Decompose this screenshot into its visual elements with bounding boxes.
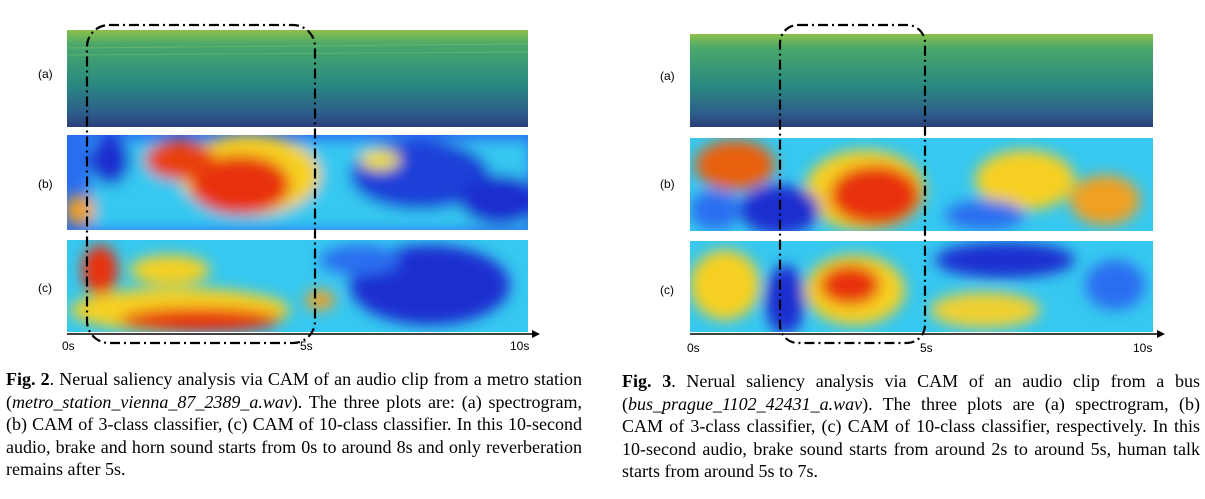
caption-body: ). The three plots are: (a) spectrogram,… (6, 391, 582, 480)
panel-label-a: (a) (38, 67, 53, 81)
caption-intro: . Nerual saliency analysis via CAM of an… (6, 369, 582, 412)
caption-label: Fig. 3 (622, 371, 672, 391)
figure-2-caption: Fig. 2. Nerual saliency analysis via CAM… (6, 368, 582, 481)
caption-intro: . Nerual saliency analysis via CAM of an… (622, 371, 1200, 414)
caption-body: ). The three plots are (a) spectrogram, … (622, 393, 1200, 482)
highlight-box (778, 23, 927, 345)
panel-label-c: (c) (660, 283, 674, 297)
figure-2-plot: (a) (b) (c) 0s 5s 10s (38, 23, 540, 353)
axis-tick-5s: 5s (920, 341, 933, 355)
caption-filename: bus_prague_1102_42431_a.wav (628, 393, 863, 414)
axis-tick-5s: 5s (300, 339, 313, 353)
caption-filename: metro_station_vienna_87_2389_a.wav (12, 391, 292, 412)
figure-3: (a) (b) (c) 0s 5s 10s Fig. 3. Nerual sal… (605, 0, 1205, 499)
panel-label-c: (c) (38, 281, 52, 295)
axis-tick-0s: 0s (687, 341, 700, 355)
panel-label-b: (b) (660, 177, 675, 191)
axis-tick-10s: 10s (1133, 341, 1152, 355)
panel-label-b: (b) (38, 177, 53, 191)
cam-3class-panel (690, 138, 1153, 231)
figure-3-plot: (a) (b) (c) 0s 5s 10s (660, 23, 1165, 355)
spectrogram-panel (690, 34, 1153, 127)
highlight-box (85, 23, 317, 345)
axis-tick-10s: 10s (510, 339, 529, 353)
axis-arrow-icon (532, 330, 540, 338)
spectrogram-panel (67, 30, 528, 127)
panel-label-a: (a) (660, 69, 675, 83)
cam-3class-panel (67, 135, 528, 230)
axis-tick-0s: 0s (62, 339, 75, 353)
cam-10class-panel (690, 241, 1153, 332)
cam-10class-panel (67, 240, 528, 332)
axis-arrow-icon (1157, 330, 1165, 338)
figure-3-caption: Fig. 3. Nerual saliency analysis via CAM… (622, 370, 1200, 483)
caption-label: Fig. 2 (6, 369, 50, 389)
figure-2: (a) (b) (c) 0s 5s 10s Fig. 2. Nerual sal… (0, 0, 590, 499)
